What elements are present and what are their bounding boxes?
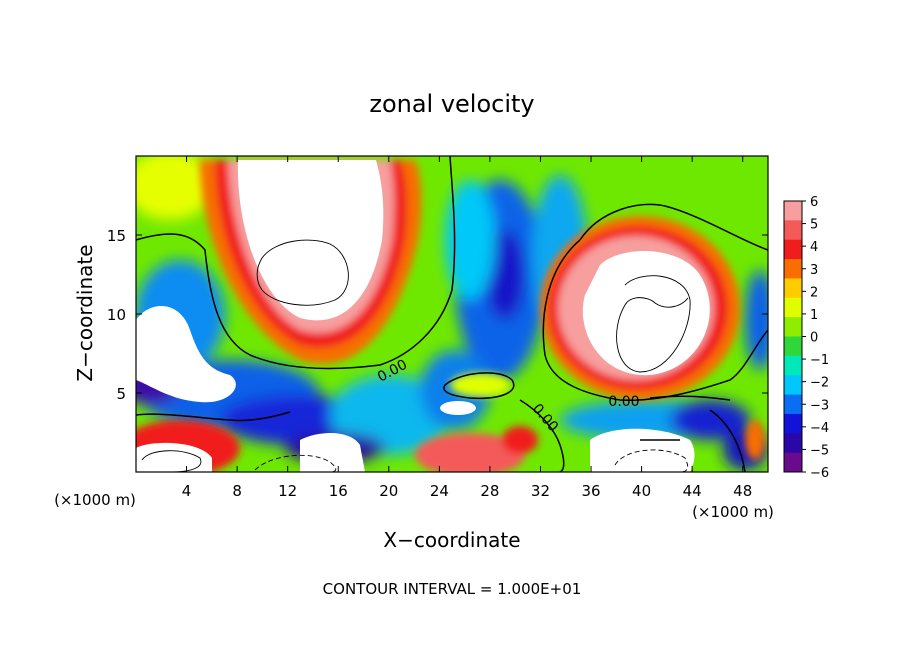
x-unit-right: (×1000 m) (692, 503, 774, 521)
colorbar-label: −6 (810, 466, 829, 481)
y-axis: 5 10 15 (107, 227, 768, 403)
x-tick-label: 12 (278, 482, 297, 500)
colorbar-label: 5 (810, 218, 818, 233)
colorbar-swatch (784, 259, 802, 279)
colorbar-swatch (784, 220, 802, 241)
contour-interval-footer: CONTOUR INTERVAL = 1.000E+01 (323, 580, 582, 598)
x-tick-label: 8 (232, 482, 242, 500)
x-tick-label: 24 (430, 482, 449, 500)
colorbar-swatch (784, 375, 802, 396)
colorbar-label: 6 (810, 195, 818, 210)
colorbar-label: 0 (810, 331, 818, 346)
x-axis-label: X−coordinate (383, 528, 520, 552)
x-tick-label: 48 (733, 482, 752, 500)
x-tick-label: 44 (683, 482, 702, 500)
x-unit-left: (×1000 m) (54, 491, 136, 509)
y-tick-label: 5 (116, 385, 126, 403)
y-tick-label: 10 (107, 306, 126, 324)
colorbar-swatch (784, 355, 802, 376)
colorbar-swatch (784, 452, 802, 473)
y-axis-label: Z−coordinate (73, 244, 97, 381)
x-tick-label: 4 (182, 482, 192, 500)
chart-title: zonal velocity (369, 90, 534, 118)
x-tick-label: 28 (480, 482, 499, 500)
x-tick-label: 16 (329, 482, 348, 500)
colorbar-label: −3 (810, 398, 829, 413)
contour-label: 0.00 (608, 394, 639, 410)
colorbar: 6 5 4 3 2 1 0 −1 −2 −3 −4 −5 −6 (783, 195, 829, 481)
colorbar-swatch (784, 317, 802, 337)
colorbar-label: −5 (810, 443, 829, 458)
colorbar-swatch (784, 278, 802, 299)
colorbar-swatch (784, 433, 802, 454)
colorbar-label: 2 (810, 285, 818, 300)
colorbar-swatch (784, 201, 802, 221)
heatmap-field (136, 156, 768, 472)
contour-lines-thin (141, 239, 691, 472)
y-tick-label: 15 (107, 227, 126, 245)
colorbar-label: 1 (810, 308, 818, 323)
colorbar-swatch (784, 413, 802, 434)
colorbar-label: −1 (810, 353, 829, 368)
x-tick-label: 32 (531, 482, 550, 500)
colorbar-swatch (784, 336, 802, 357)
colorbar-swatch (784, 297, 802, 318)
colorbar-label: −4 (810, 421, 829, 436)
x-tick-label: 40 (632, 482, 651, 500)
colorbar-label: 4 (810, 240, 818, 255)
x-axis: 4 8 12 16 20 24 28 32 36 40 44 48 (182, 156, 752, 500)
x-tick-label: 20 (379, 482, 398, 500)
colorbar-label: 3 (810, 263, 818, 278)
contour-lines (136, 156, 768, 472)
x-tick-label: 36 (581, 482, 600, 500)
colorbar-swatch (784, 239, 802, 260)
colorbar-label: −2 (810, 376, 829, 391)
colorbar-swatch (784, 394, 802, 415)
